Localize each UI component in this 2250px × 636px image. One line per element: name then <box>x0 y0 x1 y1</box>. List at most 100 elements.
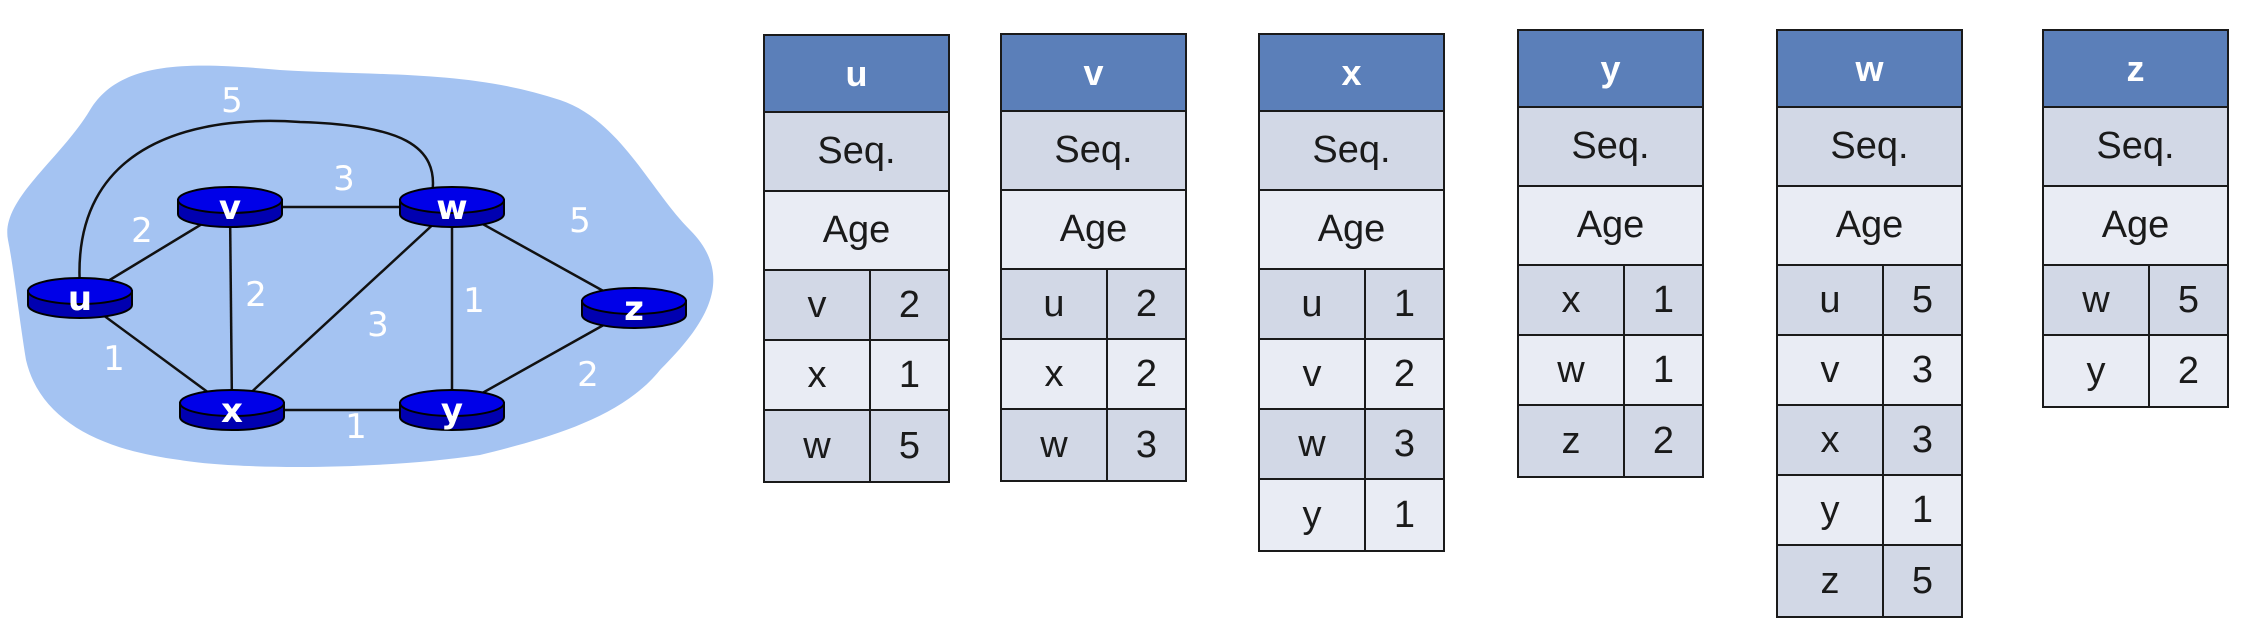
cost-cell: 1 <box>898 353 921 396</box>
link-u-w <box>78 119 435 289</box>
router-top <box>177 186 283 214</box>
link-cost-w-z: 5 <box>569 201 591 241</box>
link-cost-v-x: 2 <box>245 275 267 315</box>
router-v: v <box>177 186 283 228</box>
router-label: u <box>68 279 92 319</box>
cost-cell: 1 <box>1652 348 1675 391</box>
seq-row: Seq. <box>765 113 948 192</box>
cost-cell: 2 <box>1393 352 1416 395</box>
link-cost-v-w: 3 <box>333 159 355 199</box>
neighbor-cell: u <box>1778 266 1884 334</box>
link-cost-u-v: 2 <box>131 211 153 251</box>
seq-row: Seq. <box>1778 108 1961 187</box>
lsa-table-y: y Seq. Age x 1 w 1 z 2 <box>1517 29 1704 478</box>
neighbor-cell: x <box>1002 340 1108 408</box>
seq-row: Seq. <box>1519 108 1702 187</box>
cost-cell: 1 <box>1393 493 1416 536</box>
lsa-table-w: w Seq. Age u 5 v 3 x 3 y 1 z 5 <box>1776 29 1963 618</box>
router-top <box>179 389 285 417</box>
cost-cell: 2 <box>1135 352 1158 395</box>
neighbor-cell: z <box>1778 546 1884 616</box>
table-header: y <box>1519 31 1702 108</box>
router-top <box>399 186 505 214</box>
router-label: y <box>441 391 463 431</box>
neighbor-cell: x <box>1519 266 1625 334</box>
neighbor-cell: x <box>1778 406 1884 474</box>
neighbor-cell: v <box>1778 336 1884 404</box>
neighbor-cell: u <box>1260 270 1366 338</box>
router-u: u <box>27 277 133 319</box>
age-row: Age <box>1260 191 1443 270</box>
cost-cell: 3 <box>1393 422 1416 465</box>
router-top <box>581 287 687 315</box>
network-cloud <box>7 65 714 467</box>
link-cost-y-z: 2 <box>577 355 599 395</box>
cost-cell: 1 <box>1652 278 1675 321</box>
neighbor-cell: y <box>1260 480 1366 550</box>
neighbor-cell: z <box>1519 406 1625 476</box>
age-row: Age <box>1778 187 1961 266</box>
neighbor-cell: w <box>1260 410 1366 478</box>
neighbor-cell: w <box>1519 336 1625 404</box>
cost-cell: 1 <box>1911 488 1934 531</box>
table-header: x <box>1260 35 1443 112</box>
table-header: w <box>1778 31 1961 108</box>
cost-cell: 3 <box>1911 348 1934 391</box>
cost-cell: 2 <box>1135 282 1158 325</box>
cost-cell: 5 <box>1911 278 1934 321</box>
cost-cell: 2 <box>898 283 921 326</box>
age-row: Age <box>765 192 948 271</box>
lsa-table-v: v Seq. Age u 2 x 2 w 3 <box>1000 33 1187 482</box>
cost-cell: 5 <box>1911 559 1934 602</box>
neighbor-cell: v <box>765 271 871 339</box>
router-top <box>399 389 505 417</box>
link-v-x <box>228 206 234 411</box>
neighbor-cell: v <box>1260 340 1366 408</box>
table-header: v <box>1002 35 1185 112</box>
router-label: x <box>221 391 243 431</box>
link-cost-w-y: 1 <box>463 281 485 321</box>
cost-cell: 5 <box>898 424 921 467</box>
link-cost-x-y: 1 <box>345 407 367 447</box>
link-cost-u-x: 1 <box>103 339 125 379</box>
link-cost-u-w: 5 <box>221 81 243 121</box>
age-row: Age <box>2044 187 2227 266</box>
router-label: v <box>219 188 241 228</box>
neighbor-cell: w <box>1002 410 1108 480</box>
link-cost-x-w: 3 <box>367 305 389 345</box>
cost-cell: 3 <box>1135 423 1158 466</box>
neighbor-cell: y <box>2044 336 2150 406</box>
cost-cell: 5 <box>2177 278 2200 321</box>
neighbor-cell: y <box>1778 476 1884 544</box>
neighbor-cell: x <box>765 341 871 409</box>
table-header: u <box>765 36 948 113</box>
age-row: Age <box>1002 191 1185 270</box>
router-y: y <box>399 389 505 431</box>
neighbor-cell: w <box>765 411 871 481</box>
lsa-table-z: z Seq. Age w 5 y 2 <box>2042 29 2229 408</box>
seq-row: Seq. <box>2044 108 2227 187</box>
cost-cell: 2 <box>2177 349 2200 392</box>
router-label: z <box>624 289 644 329</box>
seq-row: Seq. <box>1002 112 1185 191</box>
cost-cell: 1 <box>1393 282 1416 325</box>
router-w: w <box>399 186 505 228</box>
network-graph: 5 2 1 3 2 3 1 1 5 2 u v w x y z <box>7 65 714 467</box>
